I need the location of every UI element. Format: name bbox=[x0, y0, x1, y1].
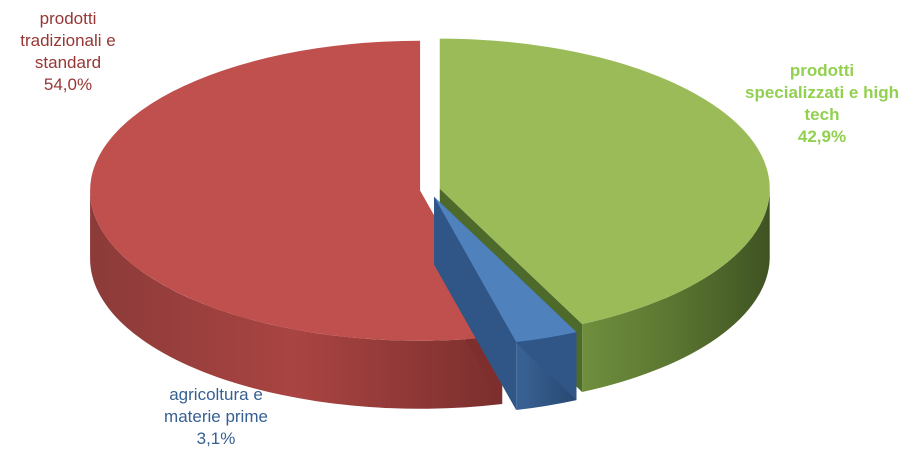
slice-specializzati-side bbox=[582, 190, 770, 392]
slice-agricoltura[interactable] bbox=[434, 196, 577, 343]
slice-label-specializzati: prodotti specializzati e high tech 42,9% bbox=[724, 60, 920, 148]
slice-agricoltura-wall-1 bbox=[434, 196, 517, 411]
slice-value-agricoltura: 3,1% bbox=[196, 429, 236, 448]
slice-label-tradizionali: prodotti tradizionali e standard 54,0% bbox=[2, 8, 134, 96]
slice-specializzati[interactable] bbox=[439, 38, 770, 324]
slice-tradizionali-side bbox=[90, 190, 503, 409]
slice-label-agricoltura: agricoltura e materie prime 3,1% bbox=[118, 384, 314, 450]
slice-tradizionali[interactable] bbox=[90, 40, 503, 341]
slice-value-specializzati: 42,9% bbox=[797, 127, 847, 146]
slice-value-tradizionali: 54,0% bbox=[43, 75, 93, 94]
